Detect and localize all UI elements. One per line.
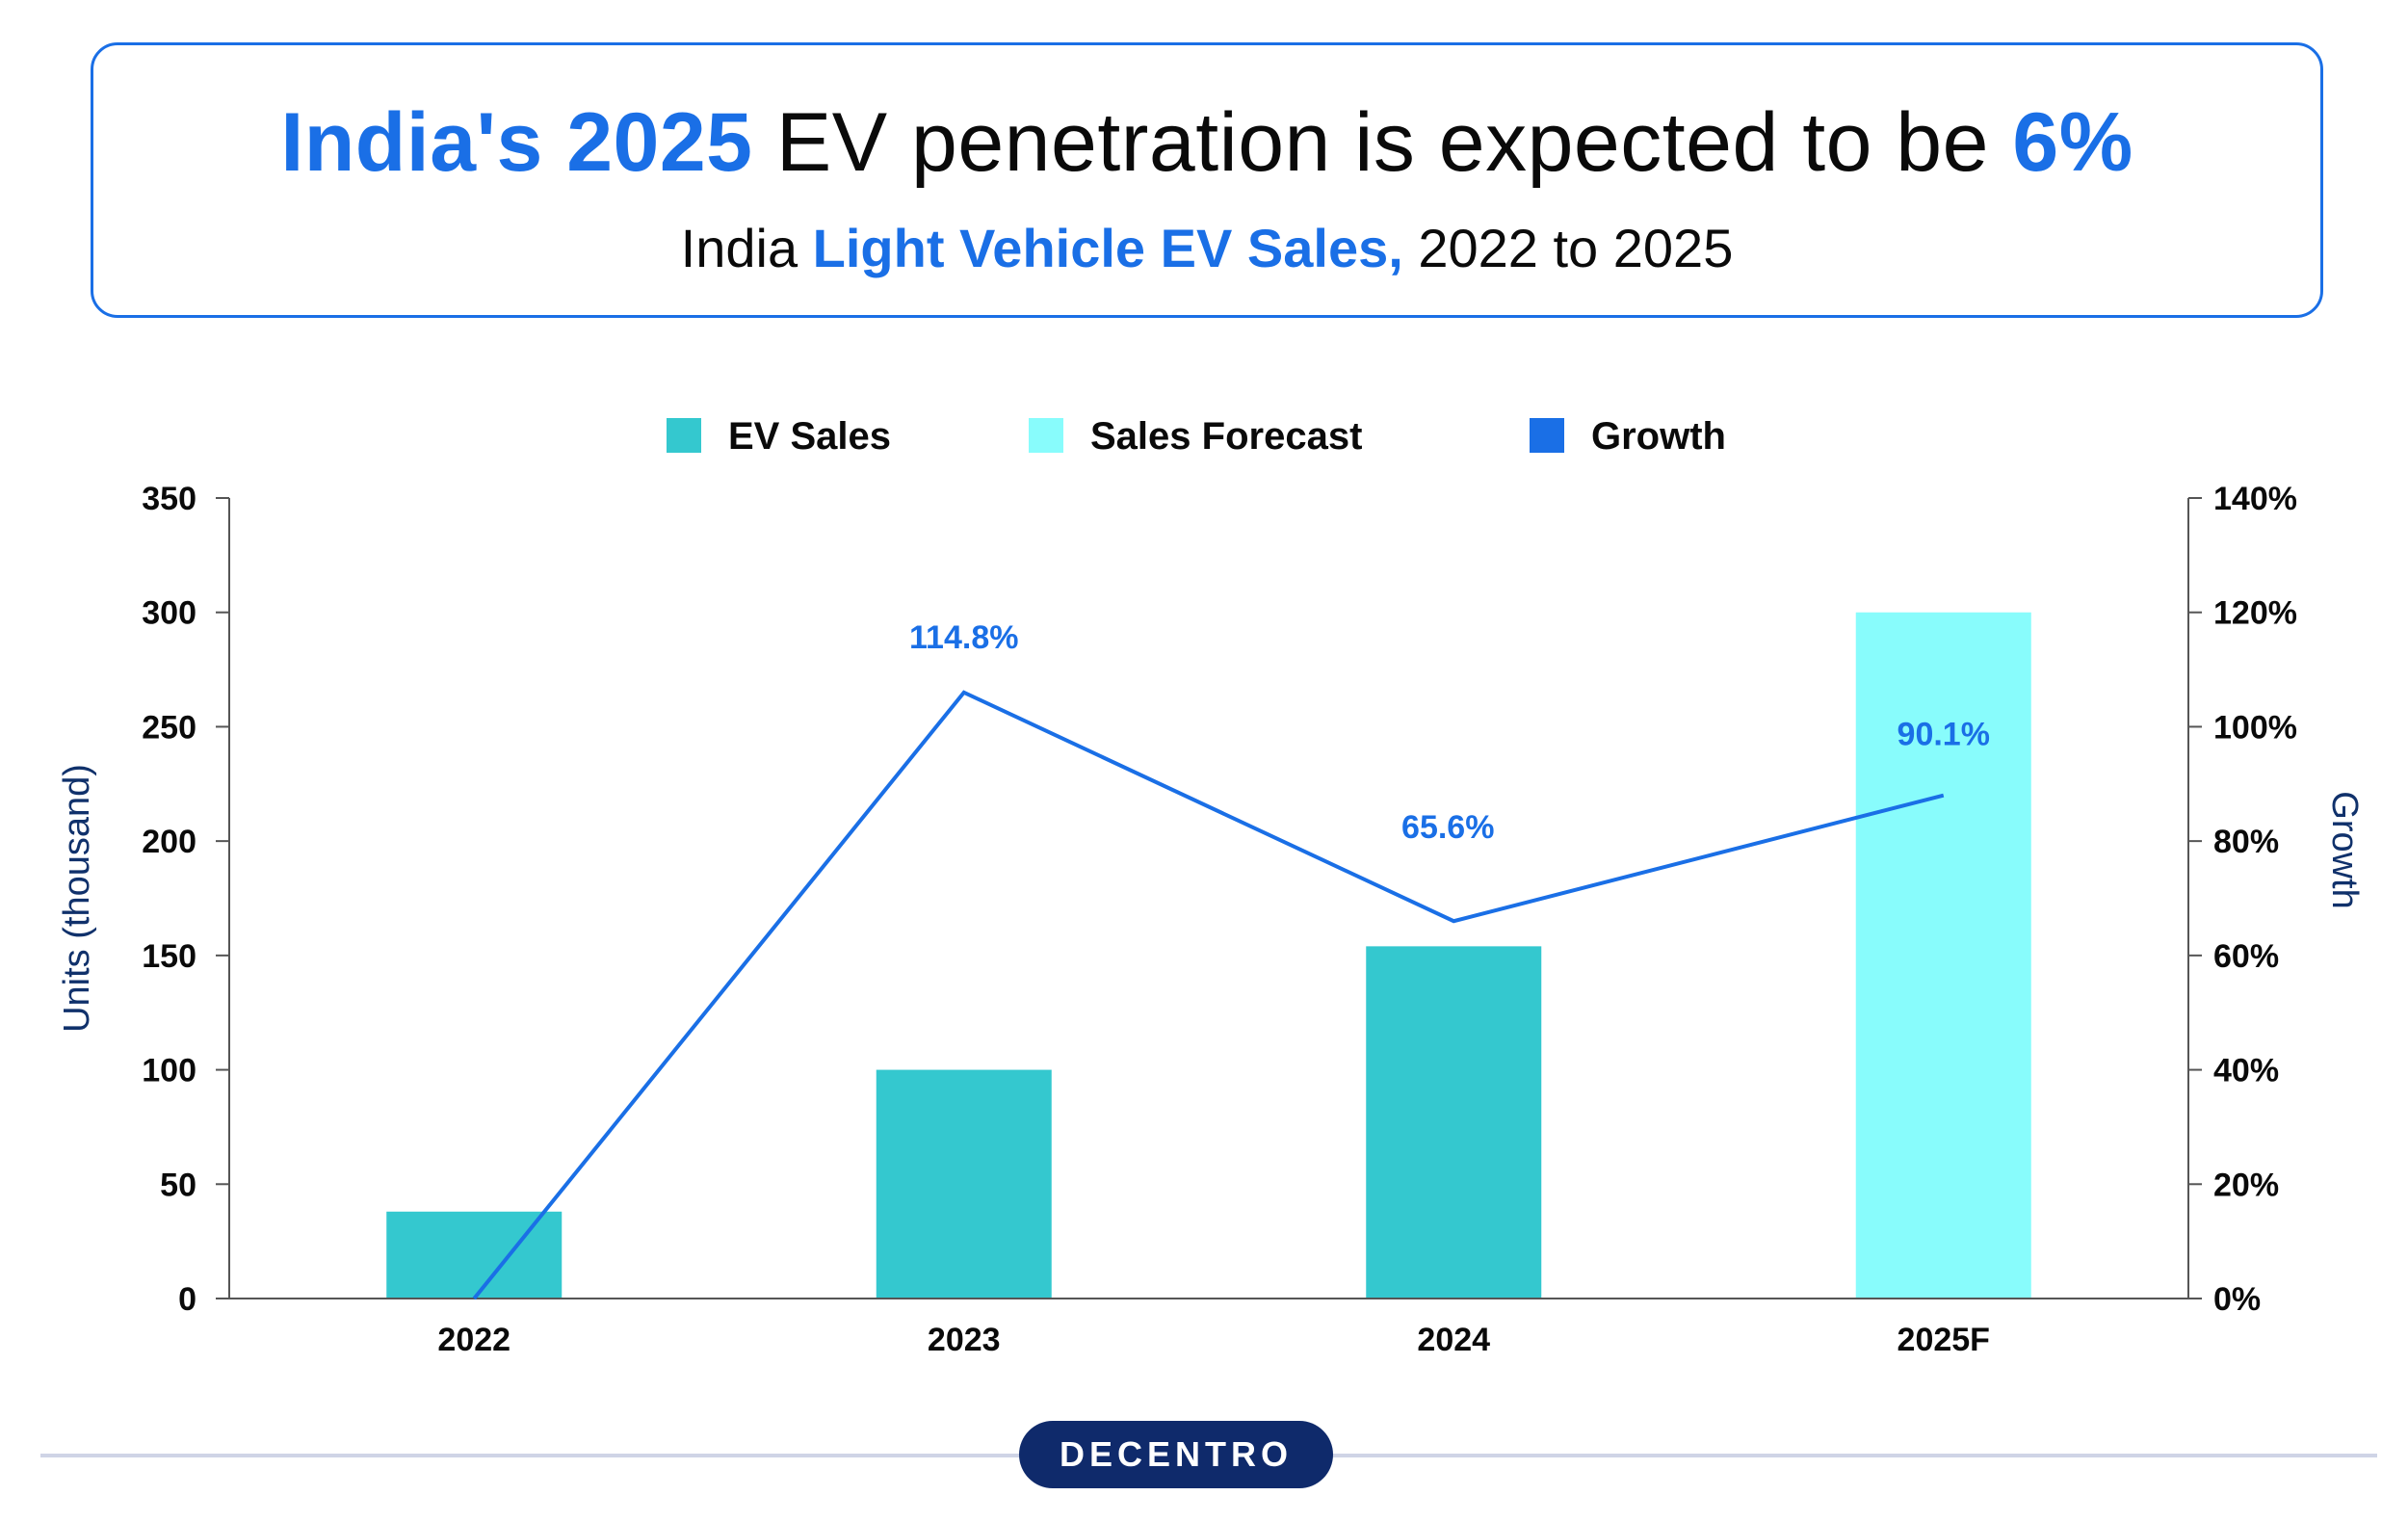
y-tick-label: 350 <box>142 481 196 517</box>
x-tick-label: 2022 <box>437 1322 510 1358</box>
y-tick-label: 250 <box>142 709 196 746</box>
subheadline-suffix: 2022 to 2025 <box>1402 218 1734 278</box>
ev-sales-bar <box>1366 946 1542 1299</box>
headline: India's 2025 EV penetration is expected … <box>93 95 2320 191</box>
subheadline-prefix: India <box>680 218 813 278</box>
x-tick-label: 2024 <box>1417 1322 1490 1358</box>
y-tick-label: 50 <box>160 1167 196 1203</box>
x-tick-label: 2023 <box>928 1322 1001 1358</box>
chart-legend: EV Sales Sales Forecast Growth <box>667 415 1726 458</box>
y-tick-label: 0 <box>178 1281 196 1318</box>
y2-tick-label: 20% <box>2213 1167 2279 1203</box>
growth-data-label: 65.6% <box>1401 809 1494 846</box>
chart-data-labels: 114.8% 65.6% 90.1% <box>909 619 1990 846</box>
y-axis-title: Units (thousand) <box>57 764 97 1033</box>
chart-axes: 0 50 100 150 200 250 300 350 0% 20% 40% 60% 80% 100% 1… <box>57 481 2365 1358</box>
y2-tick-label: 140% <box>2213 481 2297 517</box>
y2-tick-label: 100% <box>2213 709 2297 746</box>
legend-sales-forecast-label: Sales Forecast <box>1090 415 1362 458</box>
y2-tick-label: 60% <box>2213 938 2279 975</box>
legend-growth-label: Growth <box>1591 415 1726 458</box>
legend-ev-sales-swatch <box>667 418 701 453</box>
subheadline-highlight: Light Vehicle EV Sales, <box>812 218 1403 278</box>
brand-logo: DECENTRO <box>1019 1421 1333 1488</box>
legend-sales-forecast-swatch <box>1029 418 1063 453</box>
forecast-bar <box>1855 612 2031 1299</box>
growth-line <box>472 690 1945 1300</box>
chart-bars <box>386 612 2031 1299</box>
y-tick-label: 300 <box>142 595 196 632</box>
headline-text: EV penetration is expected to be <box>752 96 2013 189</box>
y2-tick-label: 120% <box>2213 595 2297 632</box>
growth-data-label: 114.8% <box>909 619 1018 656</box>
y2-tick-label: 80% <box>2213 824 2279 860</box>
legend-ev-sales-label: EV Sales <box>728 415 891 458</box>
headline-highlight-year: India's 2025 <box>280 96 753 189</box>
headline-highlight-percent: 6% <box>2012 96 2133 189</box>
y2-tick-label: 40% <box>2213 1053 2279 1089</box>
subheadline: India Light Vehicle EV Sales, 2022 to 20… <box>93 217 2320 279</box>
y2-axis-title: Growth <box>2324 791 2365 908</box>
y-tick-label: 100 <box>142 1053 196 1089</box>
ev-sales-bar <box>876 1069 1052 1299</box>
header-box: India's 2025 EV penetration is expected … <box>91 42 2323 318</box>
legend-growth-swatch <box>1530 418 1564 453</box>
growth-data-label: 90.1% <box>1898 717 1990 753</box>
y-tick-label: 150 <box>142 938 196 975</box>
y-tick-label: 200 <box>142 824 196 860</box>
x-tick-label: 2025F <box>1898 1322 1990 1358</box>
y2-tick-label: 0% <box>2213 1281 2261 1318</box>
chart-growth-line <box>472 690 1945 1300</box>
